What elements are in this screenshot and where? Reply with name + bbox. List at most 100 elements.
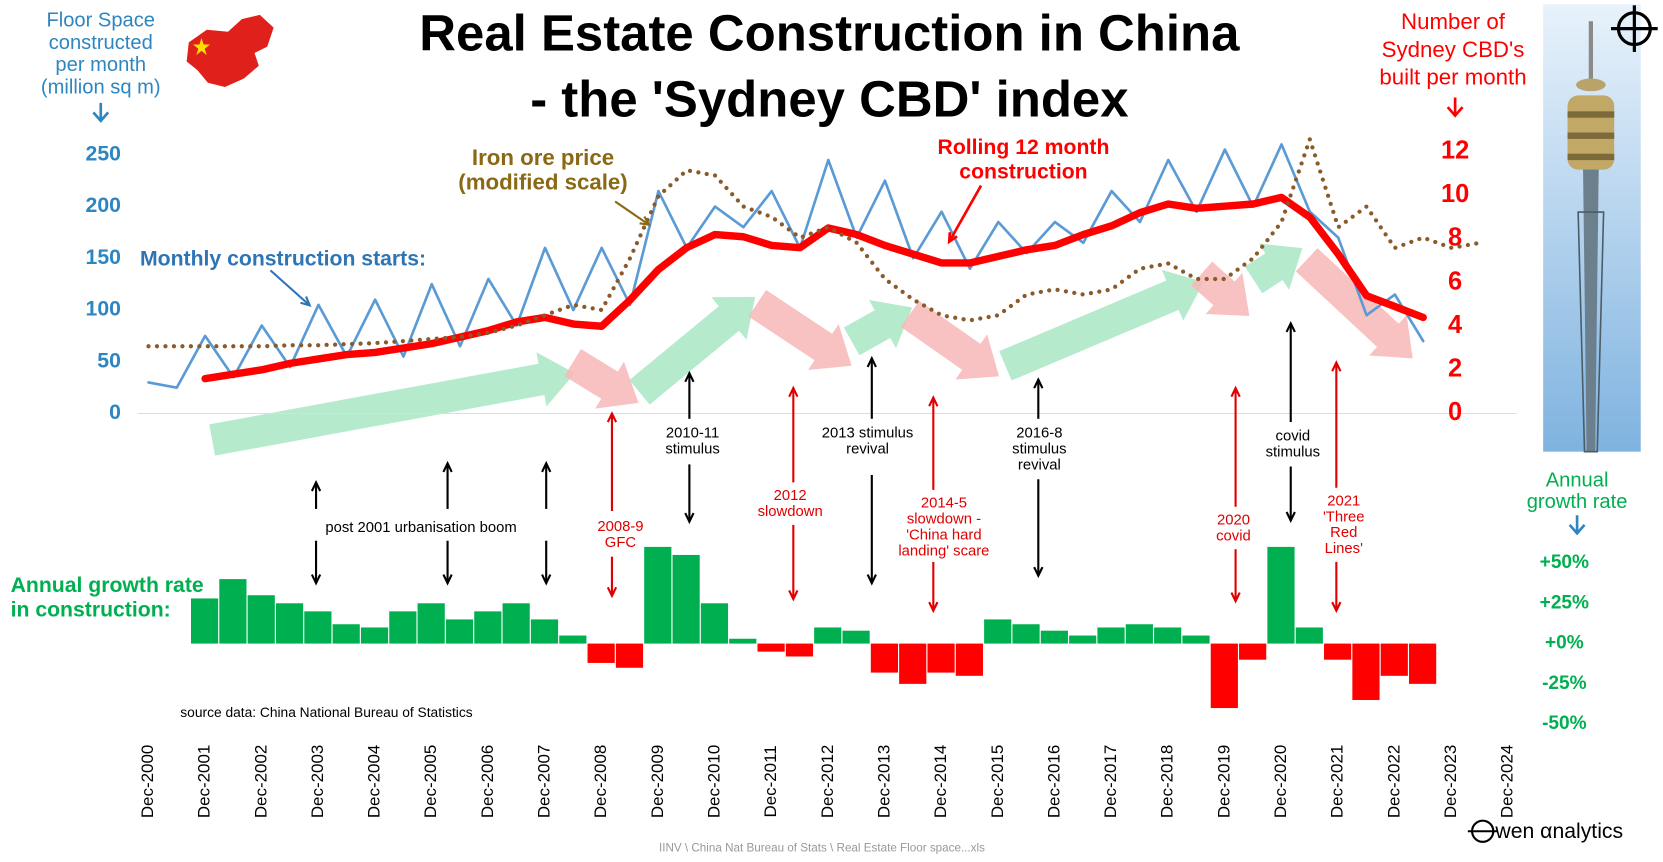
growth-bar [417, 603, 445, 644]
series-label: Iron ore price [472, 145, 614, 170]
annotation: landing' scare [898, 543, 989, 559]
trend-arrow [564, 349, 639, 409]
x-tick-label: Dec-2021 [1328, 745, 1347, 819]
growth-bar [1097, 627, 1125, 644]
series-label: in construction: [11, 598, 171, 621]
chart-title: Real Estate Construction in China [419, 5, 1240, 62]
x-tick-label: Dec-2006 [478, 745, 497, 819]
y-axis-title: (million sq m) [41, 76, 161, 98]
y2-axis-title: built per month [1379, 64, 1526, 89]
y-axis-title: Floor Space [46, 10, 155, 32]
y-tick-label: 250 [86, 142, 121, 165]
tower-picture [1543, 4, 1641, 453]
x-tick-label: Dec-2015 [988, 745, 1007, 819]
growth-bar [757, 643, 785, 652]
x-tick-label: Dec-2009 [648, 745, 667, 819]
growth-bar [1125, 624, 1153, 644]
growth-bar [389, 611, 417, 644]
growth-bar [1409, 643, 1437, 684]
trend-arrow [900, 300, 1000, 380]
y2-tick-label: 12 [1441, 136, 1469, 164]
pointer-head [606, 411, 618, 423]
growth-bar [785, 643, 814, 657]
x-tick-label: Dec-2008 [591, 745, 610, 819]
pointer-head [1033, 566, 1044, 579]
annotation: Lines' [1325, 541, 1363, 557]
growth-bar [1210, 643, 1238, 709]
pointer-head [1033, 377, 1044, 389]
growth-bar [1069, 635, 1097, 644]
annotation: 2014-5 [921, 496, 967, 512]
x-tick-label: Dec-2011 [761, 745, 780, 817]
growth-bar [360, 627, 389, 644]
x-tick-label: Dec-2005 [421, 745, 440, 819]
pointer-head [684, 370, 695, 383]
annotation: stimulus [665, 441, 719, 457]
pointer-head [442, 574, 453, 586]
pointer-head [310, 479, 322, 492]
iron-ore-line [146, 137, 1482, 349]
pointer-head [442, 460, 453, 473]
growth-bar [530, 619, 559, 644]
pointer-head [866, 574, 877, 586]
annotation: covid [1276, 429, 1311, 445]
y3-tick-label: -50% [1542, 713, 1587, 734]
annotation: 'Three [1323, 509, 1365, 525]
y-tick-label: 100 [86, 298, 121, 321]
growth-bar [190, 598, 219, 644]
crosshair-logo [1611, 5, 1658, 52]
pointer-head [1230, 592, 1241, 604]
growth-bar [1182, 635, 1210, 644]
growth-bar [814, 627, 842, 644]
source-note: source data: China National Bureau of St… [180, 705, 472, 720]
growth-bar [275, 603, 304, 644]
annotation: 'China hard [906, 527, 981, 543]
growth-bar [559, 635, 587, 644]
annotation: stimulus [1012, 441, 1066, 457]
trend-arrow [1191, 261, 1250, 316]
growth-bar [955, 643, 983, 676]
y3-tick-label: +50% [1540, 552, 1589, 573]
growth-bar [247, 595, 275, 644]
pointer-head [928, 601, 939, 614]
x-tick-label: Dec-2023 [1441, 745, 1460, 819]
growth-bar [1352, 643, 1380, 700]
growth-bar [899, 643, 927, 684]
x-tick-label: Dec-2020 [1271, 745, 1290, 819]
brand-name: wen αnalytics [1494, 820, 1623, 843]
trend-arrow [748, 289, 852, 371]
annotation: stimulus [1266, 445, 1320, 461]
annotation: covid [1216, 528, 1251, 544]
annotation: post 2001 urbanisation boom [325, 520, 516, 536]
series-label: construction [959, 160, 1087, 183]
x-tick-label: Dec-2002 [251, 745, 270, 819]
growth-bar [1012, 624, 1040, 644]
axis-arrow [1568, 515, 1586, 536]
pointer-head [866, 355, 877, 368]
x-tick-label: Dec-2000 [138, 745, 157, 819]
y2-axis-title: Number of [1401, 9, 1506, 34]
series-label: (modified scale) [458, 169, 627, 194]
x-tick-label: Dec-2022 [1384, 745, 1403, 819]
axis-arrow [1446, 97, 1464, 118]
pointer-head [310, 574, 322, 586]
growth-bar [729, 638, 757, 644]
pointer [269, 269, 311, 307]
annotation: 2020 [1217, 513, 1250, 529]
y-tick-label: 0 [109, 401, 121, 424]
y3-tick-label: -25% [1542, 673, 1587, 694]
brand-logo: wen αnalytics [1467, 819, 1623, 843]
x-tick-label: Dec-2012 [818, 745, 837, 819]
file-path: IINV \ China Nat Bureau of Stats \ Real … [659, 841, 985, 854]
x-tick-label: Dec-2018 [1158, 745, 1177, 819]
growth-bar [474, 611, 502, 644]
annotation: 2012 [774, 488, 807, 504]
annotation: 2021 [1327, 493, 1360, 509]
growth-bar [445, 619, 474, 644]
pointer-head [947, 232, 958, 245]
pointer-head [1285, 511, 1296, 524]
china-map-icon [186, 14, 274, 87]
y2-tick-label: 2 [1448, 355, 1462, 383]
x-tick-label: Dec-2014 [931, 745, 950, 819]
